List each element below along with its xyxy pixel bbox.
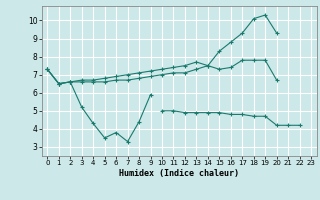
X-axis label: Humidex (Indice chaleur): Humidex (Indice chaleur) (119, 169, 239, 178)
